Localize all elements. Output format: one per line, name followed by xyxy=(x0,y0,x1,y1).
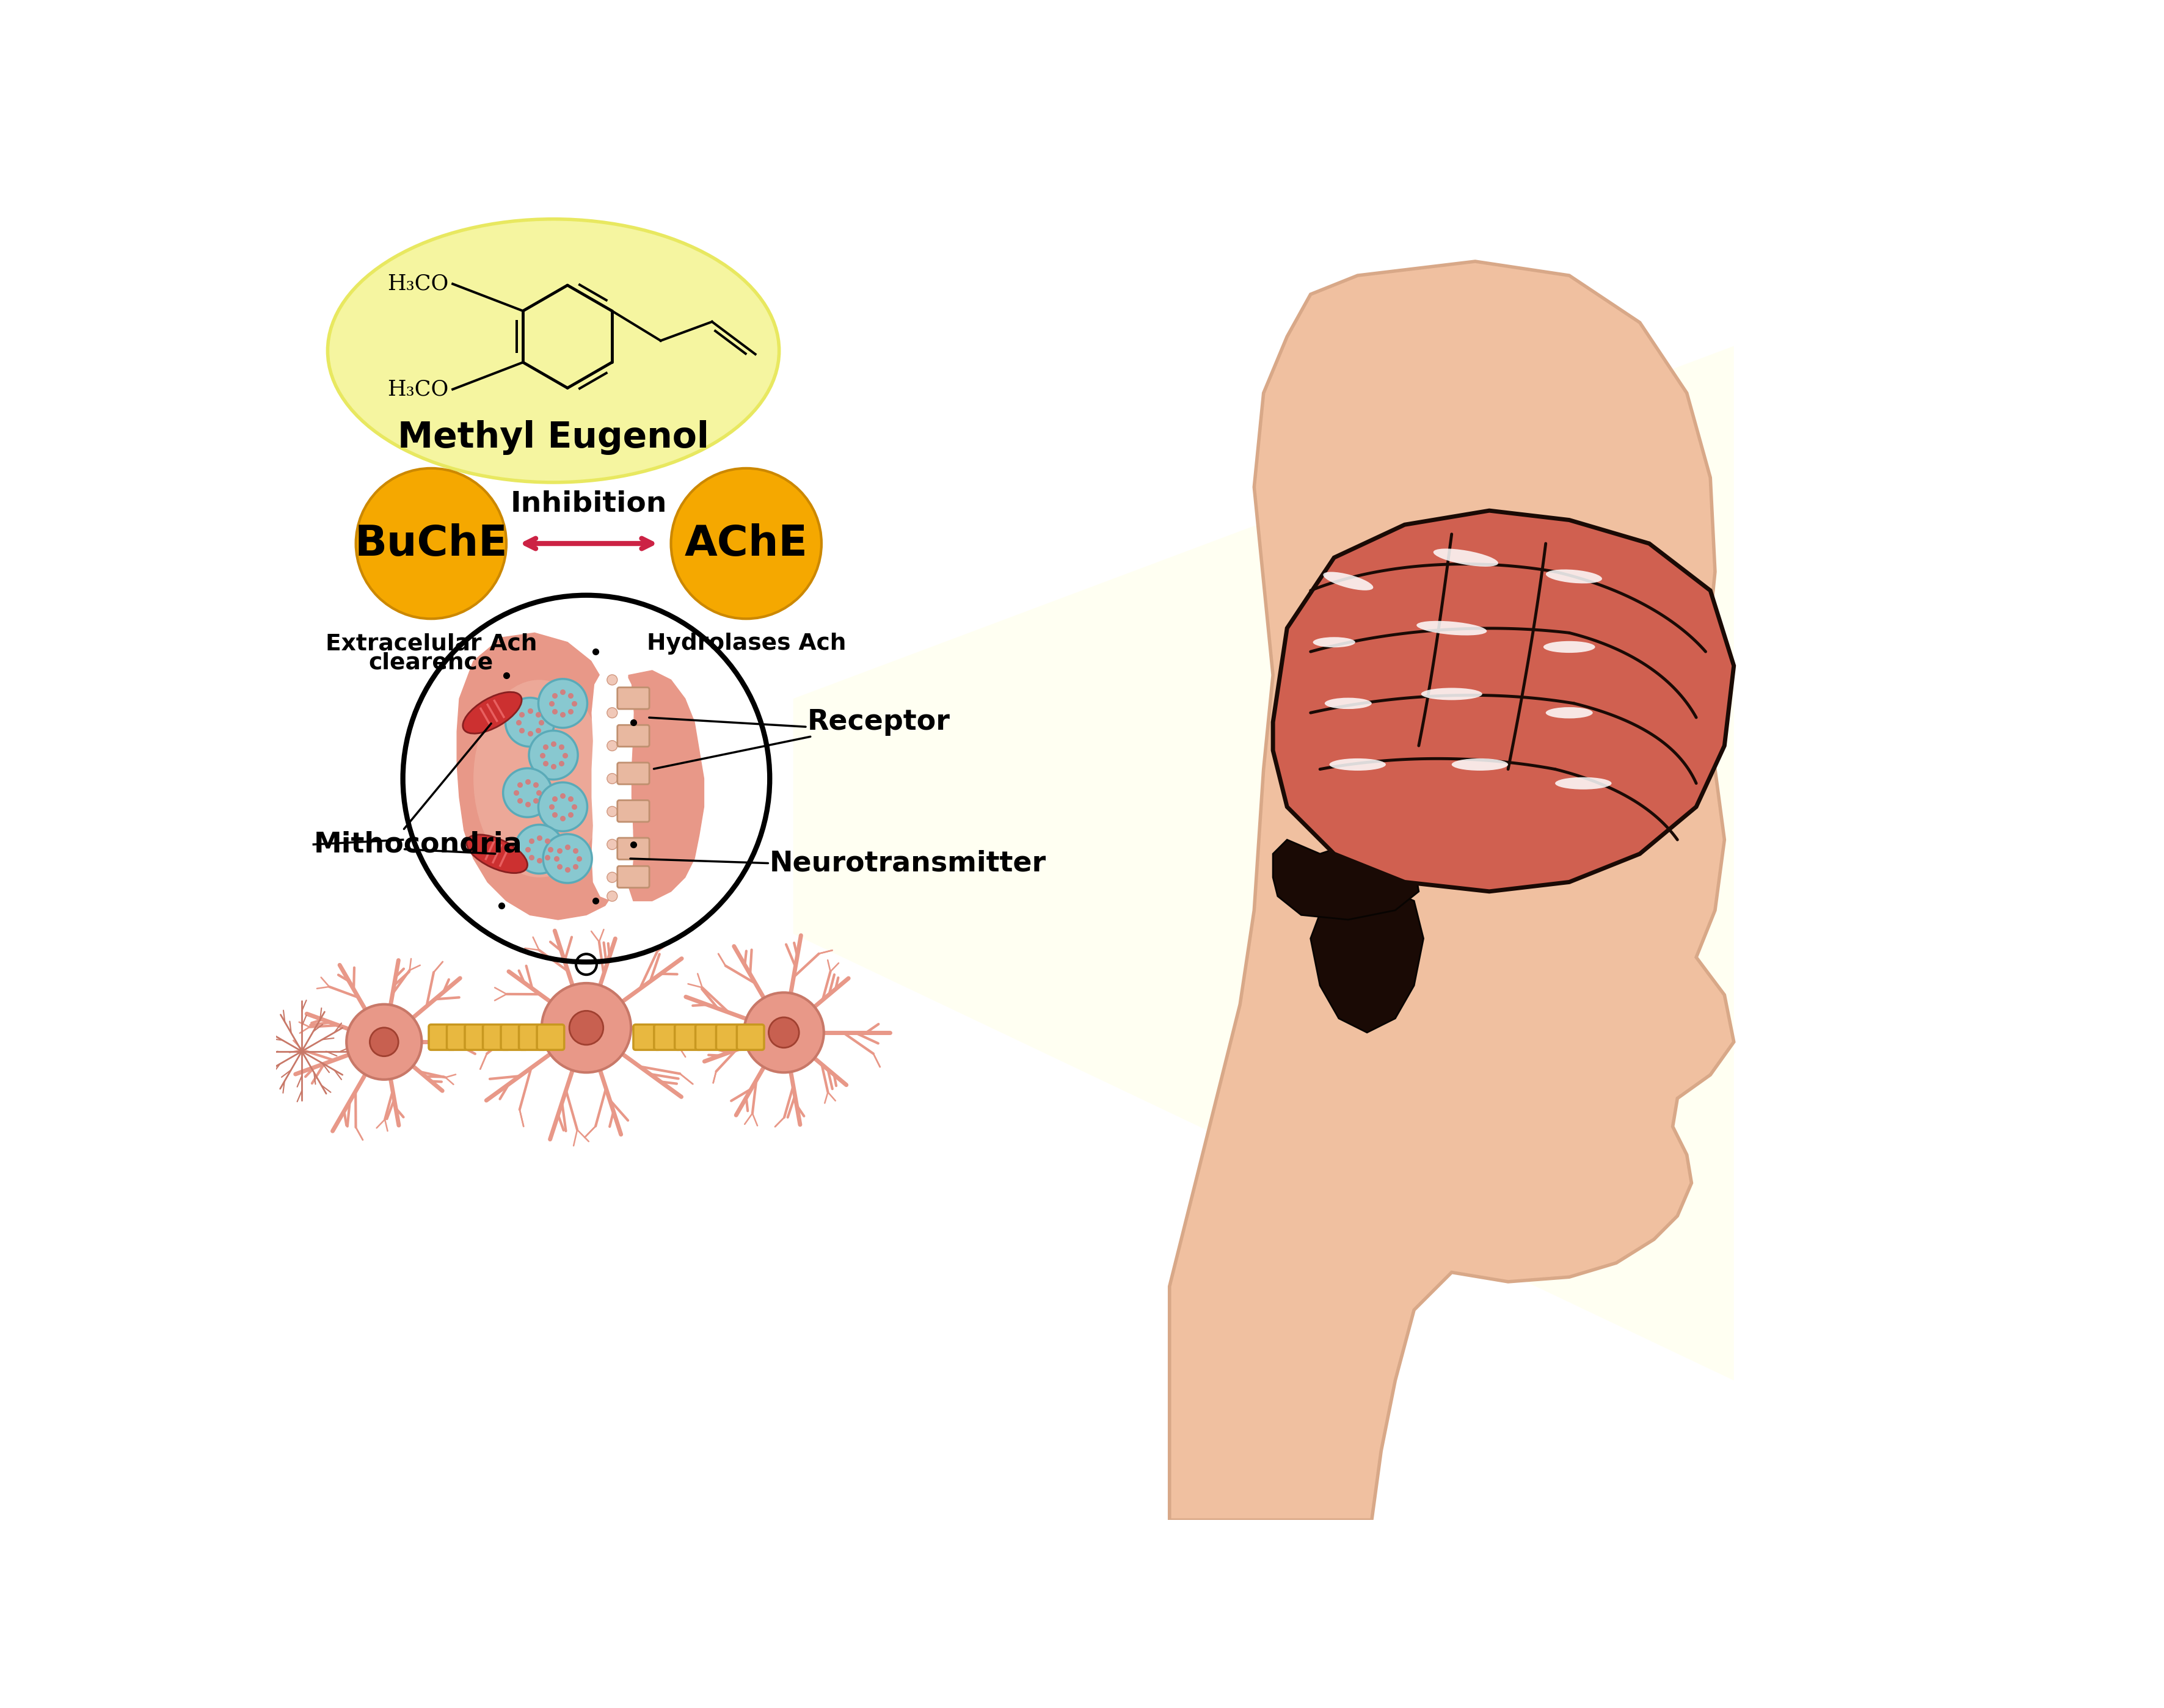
FancyBboxPatch shape xyxy=(617,801,649,822)
Circle shape xyxy=(576,955,597,975)
Text: Methyl Eugenol: Methyl Eugenol xyxy=(398,420,710,454)
FancyBboxPatch shape xyxy=(736,1025,764,1050)
Circle shape xyxy=(502,769,552,816)
Ellipse shape xyxy=(463,692,522,733)
Ellipse shape xyxy=(1322,572,1374,591)
Circle shape xyxy=(744,992,824,1073)
Ellipse shape xyxy=(1545,569,1601,584)
Circle shape xyxy=(541,984,632,1073)
Circle shape xyxy=(608,806,617,816)
Circle shape xyxy=(543,834,593,883)
Circle shape xyxy=(608,774,617,784)
FancyBboxPatch shape xyxy=(465,1025,491,1050)
FancyBboxPatch shape xyxy=(446,1025,474,1050)
Ellipse shape xyxy=(1556,777,1612,789)
Text: Neurotransmitter: Neurotransmitter xyxy=(770,849,1047,876)
FancyBboxPatch shape xyxy=(617,762,649,784)
Circle shape xyxy=(608,707,617,717)
Circle shape xyxy=(539,782,586,832)
FancyBboxPatch shape xyxy=(695,1025,723,1050)
Circle shape xyxy=(528,731,578,779)
Circle shape xyxy=(506,699,554,746)
FancyBboxPatch shape xyxy=(675,1025,701,1050)
Text: BuChE: BuChE xyxy=(355,523,509,564)
Text: H₃CO: H₃CO xyxy=(387,379,448,400)
Text: H₃CO: H₃CO xyxy=(387,273,448,294)
FancyBboxPatch shape xyxy=(519,1025,545,1050)
Ellipse shape xyxy=(467,835,528,873)
FancyBboxPatch shape xyxy=(617,724,649,746)
FancyBboxPatch shape xyxy=(537,1025,565,1050)
Circle shape xyxy=(346,1004,422,1079)
Polygon shape xyxy=(1272,511,1733,892)
Ellipse shape xyxy=(1324,699,1372,709)
Circle shape xyxy=(671,468,822,618)
Circle shape xyxy=(569,1011,604,1045)
Circle shape xyxy=(608,873,617,883)
Polygon shape xyxy=(457,634,619,919)
FancyBboxPatch shape xyxy=(716,1025,744,1050)
FancyBboxPatch shape xyxy=(634,1025,660,1050)
Ellipse shape xyxy=(1433,548,1497,567)
Circle shape xyxy=(608,675,617,685)
Ellipse shape xyxy=(1543,640,1595,652)
Circle shape xyxy=(515,825,565,873)
Ellipse shape xyxy=(1422,688,1482,700)
Polygon shape xyxy=(628,671,703,900)
Ellipse shape xyxy=(1545,707,1593,719)
Ellipse shape xyxy=(1452,758,1508,770)
Circle shape xyxy=(370,1028,398,1056)
Ellipse shape xyxy=(327,219,779,482)
Circle shape xyxy=(608,839,617,849)
FancyBboxPatch shape xyxy=(500,1025,528,1050)
FancyBboxPatch shape xyxy=(617,866,649,888)
FancyBboxPatch shape xyxy=(617,839,649,859)
Text: Extracelular Ach: Extracelular Ach xyxy=(325,634,537,654)
Ellipse shape xyxy=(1417,622,1487,635)
FancyBboxPatch shape xyxy=(483,1025,511,1050)
Polygon shape xyxy=(794,347,1733,1380)
FancyBboxPatch shape xyxy=(428,1025,457,1050)
Text: Hydrolases Ach: Hydrolases Ach xyxy=(647,634,846,654)
Text: Inhibition: Inhibition xyxy=(511,490,667,518)
Circle shape xyxy=(768,1018,799,1047)
Circle shape xyxy=(608,741,617,752)
Ellipse shape xyxy=(474,680,606,878)
Ellipse shape xyxy=(1329,758,1385,770)
Circle shape xyxy=(355,468,506,618)
Circle shape xyxy=(608,892,617,902)
Polygon shape xyxy=(1169,261,1733,1520)
Polygon shape xyxy=(593,666,634,900)
Text: AChE: AChE xyxy=(684,523,807,564)
Polygon shape xyxy=(1272,840,1420,919)
Text: clearence: clearence xyxy=(368,652,493,673)
Polygon shape xyxy=(1311,886,1424,1033)
Text: Receptor: Receptor xyxy=(807,709,950,736)
Text: Mithocondria: Mithocondria xyxy=(314,830,522,857)
FancyBboxPatch shape xyxy=(654,1025,682,1050)
Circle shape xyxy=(539,678,586,728)
FancyBboxPatch shape xyxy=(617,687,649,709)
Ellipse shape xyxy=(1314,637,1355,647)
